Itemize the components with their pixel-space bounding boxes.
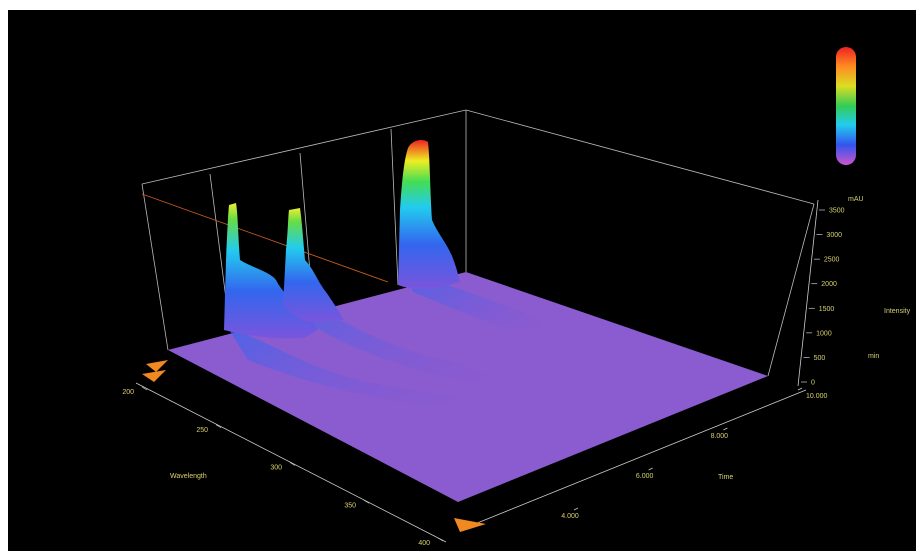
wavelength-marker-upper[interactable] <box>146 360 168 372</box>
wavelength-axis-line <box>135 382 447 543</box>
colorbar <box>836 47 856 165</box>
wavelength-marker-lower[interactable] <box>142 370 166 382</box>
wavelength-tick-mark <box>141 386 148 391</box>
intensity-tick-label: 2000 <box>821 281 837 288</box>
intensity-tick-label: 0 <box>811 380 815 387</box>
wavelength-tick-label: 300 <box>270 465 282 472</box>
intensity-tick-label: 3500 <box>829 208 845 215</box>
time-tick-label: 6.000 <box>636 473 654 480</box>
wavelength-ticks: 200 250 300 350 400 <box>122 386 444 547</box>
wavelength-tick-label: 350 <box>344 502 356 509</box>
time-tick-mark <box>648 467 653 471</box>
time-axis-line <box>459 389 807 531</box>
time-tick-label: 10.000 <box>806 393 828 400</box>
time-marker[interactable] <box>454 518 486 532</box>
time-tick-label: 8.000 <box>711 433 729 440</box>
wavelength-tick-mark <box>215 424 222 429</box>
surface-chart: 3500 3000 2500 2000 1500 1000 500 0 mAU Intensi… <box>122 47 911 547</box>
wavelength-axis-label: Wavelength <box>170 473 207 480</box>
reference-line <box>141 193 389 283</box>
back-top-edge <box>141 109 467 185</box>
peak-2-tail <box>293 300 488 382</box>
wavelength-tick-mark <box>437 537 444 542</box>
intensity-tick-label: 500 <box>814 355 826 362</box>
wavelength-tick-mark <box>363 499 370 504</box>
intensity-axis-label: Intensity <box>884 308 911 315</box>
intensity-tick-label: 3000 <box>826 232 842 239</box>
right-back-edge <box>767 203 815 377</box>
peaks <box>224 140 460 339</box>
right-top-edge <box>465 109 815 205</box>
wavelength-tick-label: 200 <box>122 389 134 396</box>
box-wireframe <box>141 109 815 377</box>
time-unit: min <box>868 353 879 360</box>
intensity-tick-label: 2500 <box>824 257 840 264</box>
wavelength-tick-label: 250 <box>196 427 208 434</box>
time-tick-label: 4.000 <box>561 513 579 520</box>
wavelength-tick-label: 400 <box>418 540 430 547</box>
baseline-surface <box>168 272 768 502</box>
intensity-unit: mAU <box>848 196 864 203</box>
peak-2 <box>283 208 344 322</box>
left-back-edge <box>141 183 169 351</box>
peak-1-tail <box>228 328 458 406</box>
time-tick-mark <box>573 507 579 511</box>
time-axis-label: Time <box>718 474 733 481</box>
intensity-tick-label: 1500 <box>819 306 835 313</box>
time-ticks: 10.000 8.000 6.000 4.000 <box>561 387 828 520</box>
plot-area: 3500 3000 2500 2000 1500 1000 500 0 mAU Intensi… <box>8 10 916 551</box>
peak-3 <box>398 140 460 289</box>
intensity-tick-label: 1000 <box>816 330 832 337</box>
wavelength-tick-mark <box>289 462 296 466</box>
intensity-axis-line <box>797 199 819 387</box>
peak-tails <box>228 275 541 406</box>
time-tick-mark <box>797 387 803 391</box>
grid-line <box>390 128 399 286</box>
intensity-ticks: 3500 3000 2500 2000 1500 1000 500 0 <box>801 208 845 387</box>
peak-3-tail <box>406 275 541 330</box>
time-tick-mark <box>723 427 728 431</box>
